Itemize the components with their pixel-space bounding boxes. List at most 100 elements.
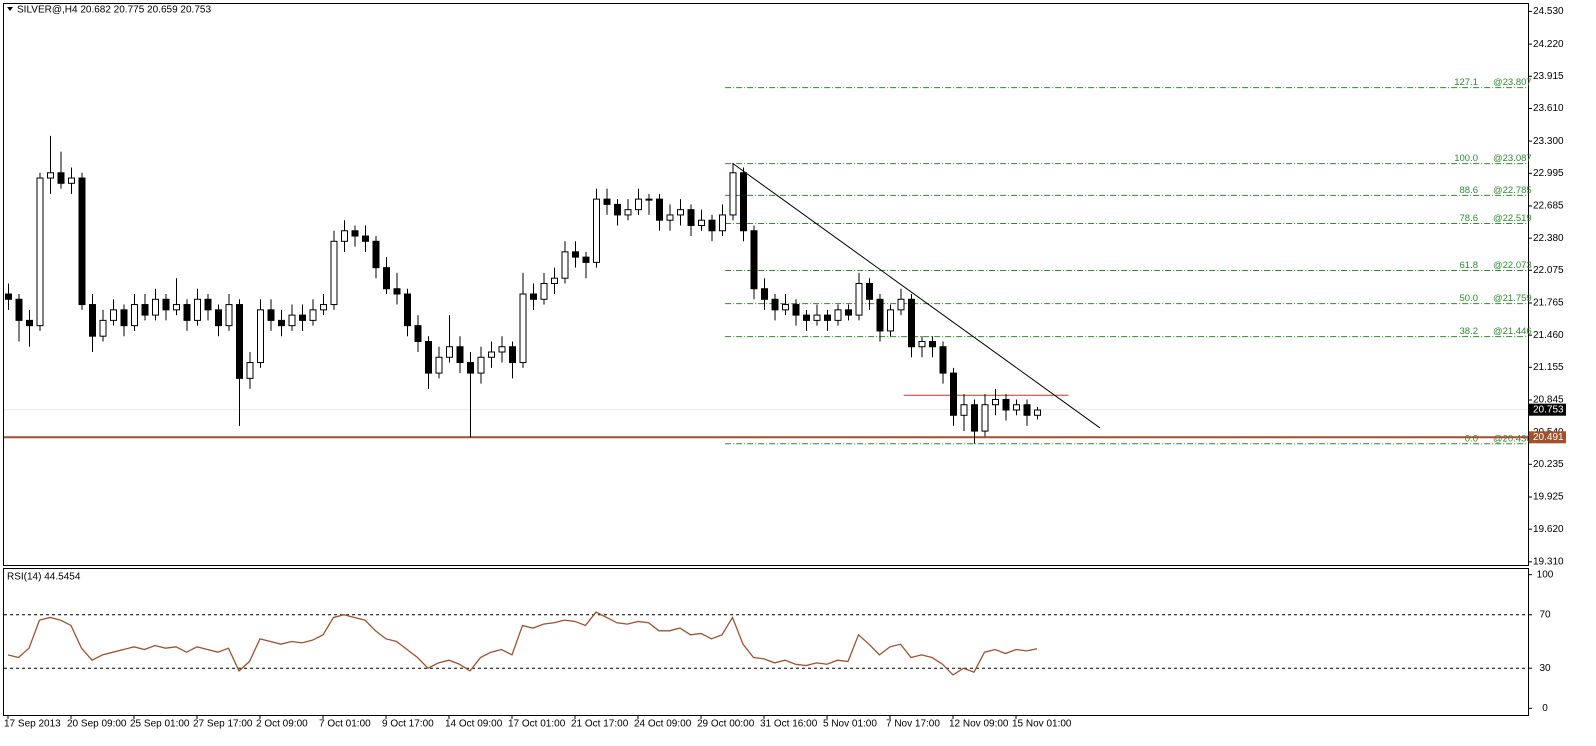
candle-body xyxy=(477,356,485,374)
candle-body xyxy=(866,282,873,300)
y-tick-label: 21.460 xyxy=(1533,330,1564,341)
candle-body xyxy=(278,319,285,327)
y-tick-label: 22.995 xyxy=(1533,168,1564,179)
bid-price-label: 20.753 xyxy=(1533,404,1564,415)
x-tick-label: 24 Oct 09:00 xyxy=(634,719,692,730)
candle-body xyxy=(299,314,306,321)
y-tick-label: 21.765 xyxy=(1533,298,1564,309)
fibo-level-label: 61.8 xyxy=(1460,260,1479,271)
candle-body xyxy=(446,346,453,358)
x-tick-label: 15 Nov 01:00 xyxy=(1012,719,1072,730)
candle-body xyxy=(435,356,443,374)
candle-body xyxy=(981,404,989,432)
y-tick-label: 24.530 xyxy=(1533,6,1564,17)
fibo-level-label: 50.0 xyxy=(1460,293,1479,304)
x-tick-label: 5 Nov 01:00 xyxy=(823,719,877,730)
candle-body xyxy=(656,198,663,221)
y-tick-label: 22.075 xyxy=(1533,265,1564,276)
candle-body xyxy=(687,209,695,226)
fibo-level-label: 88.6 xyxy=(1460,185,1479,196)
candle-body xyxy=(572,251,579,258)
candle-body xyxy=(162,298,170,311)
x-tick-label: 7 Oct 01:00 xyxy=(319,719,371,730)
fibo-level-label: 0.0 xyxy=(1465,433,1478,444)
candle-body xyxy=(677,209,684,216)
candle-body xyxy=(393,288,401,295)
fibo-price-label: @23.807 xyxy=(1493,77,1532,88)
candle-body xyxy=(645,198,653,201)
y-tick-label: 23.915 xyxy=(1533,71,1564,82)
candle-body xyxy=(929,340,936,348)
candle-body xyxy=(939,346,947,374)
fibo-price-label: @22.519 xyxy=(1493,213,1532,224)
x-tick-label: 2 Oct 09:00 xyxy=(256,719,308,730)
fibo-price-label: @22.073 xyxy=(1493,260,1532,271)
candle-body xyxy=(624,209,632,216)
candle-body xyxy=(824,314,831,321)
indicator-title: RSI(14) 44.5454 xyxy=(7,572,81,583)
candle-body xyxy=(666,214,674,221)
candle-body xyxy=(225,304,233,327)
candle-body xyxy=(215,309,222,327)
candle-body xyxy=(1023,404,1031,416)
candle-body xyxy=(897,298,905,311)
candle-body xyxy=(236,304,243,379)
candle-body xyxy=(719,214,726,232)
candle-body xyxy=(351,230,359,237)
y-tick-label: 19.310 xyxy=(1533,556,1564,567)
candle-body xyxy=(855,282,863,316)
y-tick-label: 22.380 xyxy=(1533,233,1564,244)
x-tick-label: 14 Oct 09:00 xyxy=(445,719,503,730)
candle-body xyxy=(173,304,180,311)
fibo-level-label: 38.2 xyxy=(1460,326,1479,337)
candle-body xyxy=(204,298,212,311)
candle-body xyxy=(540,282,548,300)
fibo-price-label: @23.087 xyxy=(1493,153,1532,164)
candle-body xyxy=(110,309,117,321)
fibo-price-label: @21.759 xyxy=(1493,293,1532,304)
candle-body xyxy=(950,372,957,416)
chart-title: SILVER@,H4 20.682 20.775 20.659 20.753 xyxy=(17,5,211,16)
candle-body xyxy=(383,267,390,290)
candle-body xyxy=(99,319,107,337)
candle-body xyxy=(320,304,327,311)
candle-body xyxy=(750,230,758,290)
candle-body xyxy=(467,362,474,374)
y-tick-label: 21.155 xyxy=(1533,362,1564,373)
candle-body xyxy=(362,235,369,242)
candle-body xyxy=(960,404,968,416)
candle-body xyxy=(425,340,432,374)
candle-body xyxy=(971,404,978,432)
candle-body xyxy=(498,346,506,353)
candle-body xyxy=(509,346,516,364)
candle-body xyxy=(68,177,75,184)
candle-body xyxy=(1013,404,1020,411)
candle-body xyxy=(782,304,789,311)
candle-body xyxy=(183,304,191,321)
y-tick-label: 19.925 xyxy=(1533,492,1564,503)
y-tick-label: 22.685 xyxy=(1533,201,1564,212)
candle-body xyxy=(729,172,737,216)
candle-body xyxy=(593,198,600,263)
y-tick-label: 20.235 xyxy=(1533,459,1564,470)
fibo-price-label: @20.430 xyxy=(1493,433,1532,444)
candle-body xyxy=(47,172,54,179)
candle-body xyxy=(288,314,296,327)
candle-body xyxy=(246,362,254,379)
candle-body xyxy=(792,304,800,316)
candle-body xyxy=(519,293,527,364)
trend-line xyxy=(732,162,1101,429)
candle-body xyxy=(614,203,621,216)
x-tick-label: 20 Sep 09:00 xyxy=(67,719,127,730)
y-tick-label: 24.220 xyxy=(1533,39,1564,50)
candle-body xyxy=(1034,409,1041,416)
candle-body xyxy=(456,346,464,364)
fibo-price-label: @22.785 xyxy=(1493,185,1532,196)
candle-body xyxy=(635,198,642,211)
candle-body xyxy=(834,309,842,321)
candle-body xyxy=(918,340,926,348)
x-tick-label: 17 Oct 01:00 xyxy=(508,719,566,730)
candle-body xyxy=(771,298,779,311)
rsi-tick-label: 70 xyxy=(1539,609,1551,620)
candle-body xyxy=(36,177,44,327)
